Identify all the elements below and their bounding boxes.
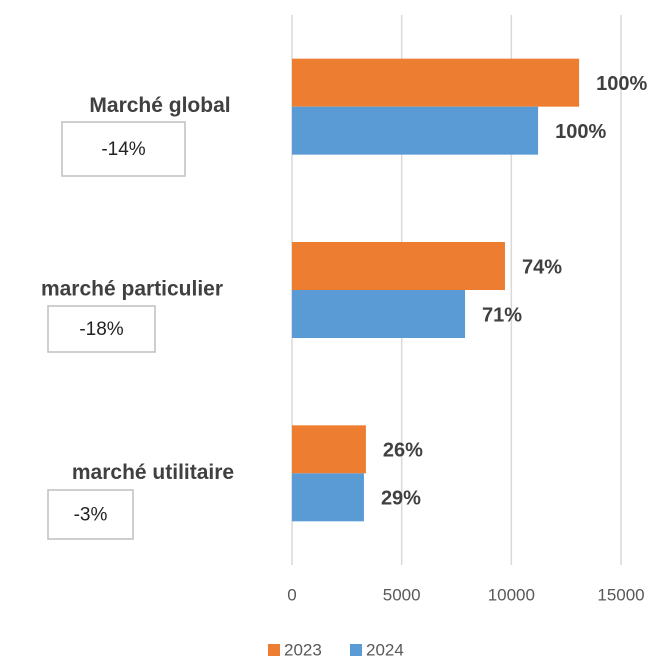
bar: [292, 106, 539, 155]
bar: [292, 242, 505, 290]
x-tick-label: 15000: [597, 585, 644, 604]
bar-label: 71%: [482, 304, 522, 326]
category-label: marché utilitaire: [72, 461, 234, 484]
x-tick-label: 5000: [383, 585, 421, 604]
category-label: marché particulier: [41, 278, 223, 301]
change-label: -3%: [74, 505, 108, 526]
bar-label: 26%: [383, 440, 423, 462]
bar: [292, 58, 580, 107]
category-label: Marché global: [89, 94, 230, 117]
bar: [292, 425, 366, 474]
legend-swatch: [350, 644, 362, 656]
bar-label: 100%: [555, 121, 606, 143]
x-tick-label: 0: [287, 585, 296, 604]
legend-label: 2024: [366, 640, 404, 659]
change-label: -14%: [101, 139, 145, 160]
bar-label: 100%: [596, 73, 647, 95]
bar: [292, 473, 364, 522]
change-box: [61, 121, 186, 177]
legend-label: 2023: [284, 640, 322, 659]
x-tick-label: 10000: [488, 585, 535, 604]
bar-label: 74%: [522, 256, 562, 278]
bar: [292, 290, 466, 338]
change-label: -18%: [79, 319, 123, 340]
bar-label: 29%: [381, 488, 421, 510]
change-box: [47, 489, 134, 540]
legend-swatch: [268, 644, 280, 656]
change-box: [47, 305, 156, 353]
